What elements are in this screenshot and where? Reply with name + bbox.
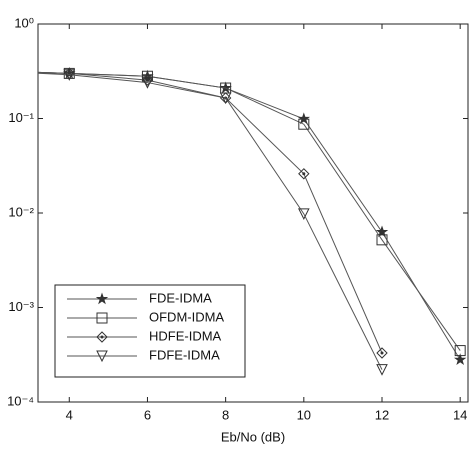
marker	[96, 312, 108, 324]
legend-box	[54, 284, 246, 378]
marker-dot	[380, 351, 384, 355]
marker	[298, 118, 310, 130]
legend-label: OFDM-IDMA	[149, 309, 224, 324]
x-tick-label: 10	[297, 407, 311, 422]
marker	[219, 92, 232, 105]
marker-dot	[67, 71, 71, 75]
legend-label: FDFE-IDMA	[149, 347, 220, 362]
x-axis-label: Eb/No (dB)	[221, 429, 285, 444]
x-tick-label: 4	[66, 407, 73, 422]
marker	[376, 364, 388, 376]
marker	[63, 69, 76, 81]
series-line	[38, 72, 383, 370]
y-tick-label: 10⁰	[14, 15, 34, 30]
marker	[376, 234, 388, 246]
marker	[454, 345, 466, 357]
marker	[453, 353, 467, 366]
y-tick-label: 10⁻²	[8, 204, 34, 219]
series-line	[38, 71, 383, 354]
marker	[298, 208, 310, 220]
legend-label: FDE-IDMA	[149, 290, 212, 305]
marker	[298, 168, 310, 180]
x-tick-label: 12	[375, 407, 389, 422]
marker	[63, 67, 75, 80]
marker	[96, 331, 108, 343]
marker	[375, 225, 389, 238]
x-tick-label: 6	[144, 407, 151, 422]
plot-area	[38, 66, 467, 376]
marker-dot	[302, 172, 306, 176]
marker	[297, 112, 311, 125]
marker-dot	[100, 335, 104, 339]
marker	[96, 350, 108, 363]
y-tick-label: 10⁻³	[8, 299, 34, 314]
marker-dot	[145, 78, 149, 82]
legend-label: HDFE-IDMA	[149, 328, 222, 343]
y-tick-label: 10⁻⁴	[7, 393, 34, 408]
marker	[376, 347, 388, 359]
marker	[141, 77, 154, 89]
x-tick-label: 8	[222, 407, 229, 422]
marker	[141, 74, 154, 86]
y-tick-label: 10⁻¹	[8, 110, 34, 125]
x-tick-label: 14	[453, 407, 467, 422]
marker	[95, 292, 109, 305]
